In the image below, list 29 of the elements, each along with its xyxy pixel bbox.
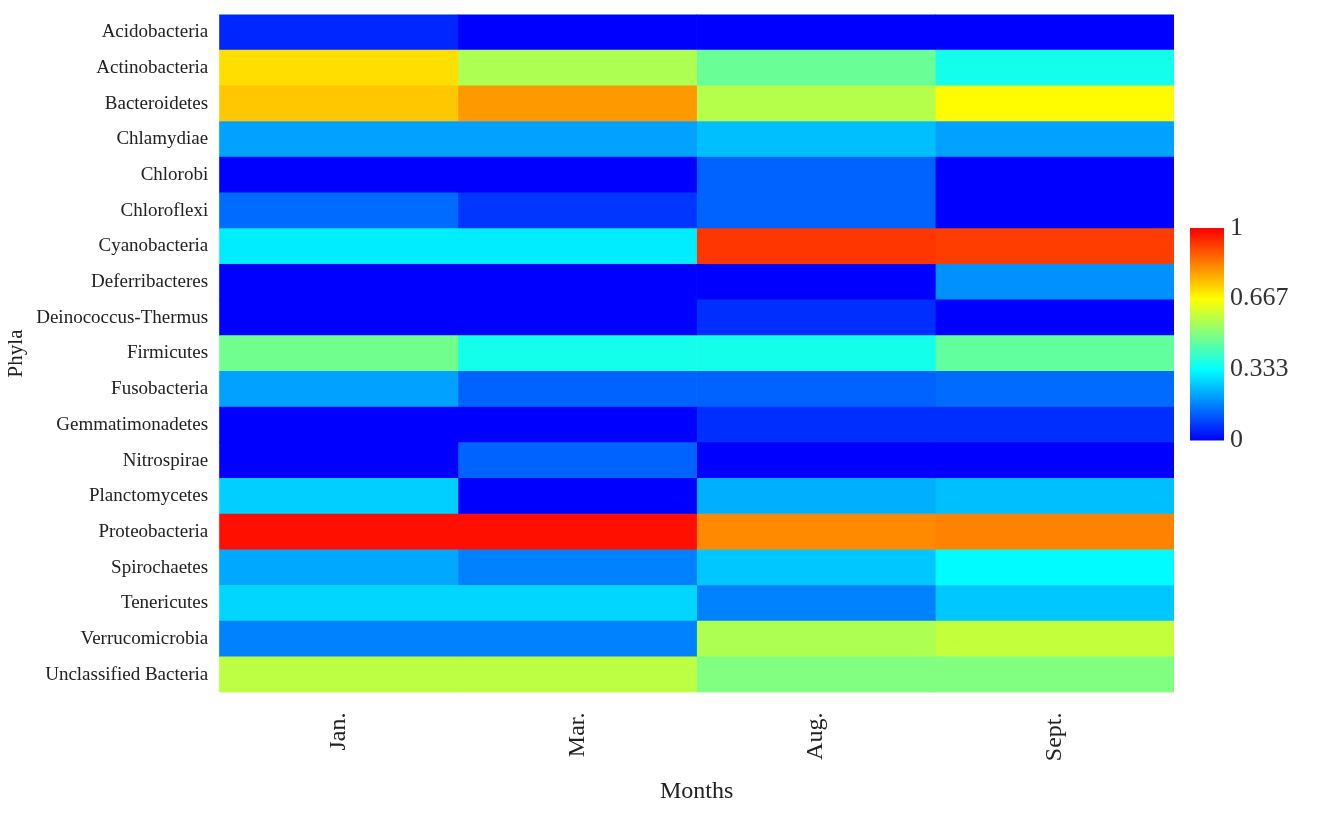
color-bar-label: 0.333: [1230, 353, 1289, 383]
y-tick-label: Spirochaetes: [111, 555, 209, 577]
color-bar-label: 0.667: [1230, 282, 1289, 312]
y-tick-label: Tenericutes: [120, 591, 209, 613]
y-tick-label: Actinobacteria: [96, 55, 209, 77]
x-tick-label: Mar.: [562, 712, 589, 758]
color-bar-label: 1: [1230, 211, 1243, 241]
y-tick-label: Nitrospirae: [122, 448, 209, 470]
color-bar-label: 0: [1230, 423, 1243, 453]
y-tick-label: Fusobacteria: [111, 377, 209, 399]
x-tick-label: Jan.: [323, 712, 350, 751]
x-tick-label: Sept.: [1039, 712, 1066, 762]
y-tick-label: Chloroflexi: [120, 198, 209, 220]
y-tick-label: Chlamydiae: [116, 127, 209, 149]
y-tick-label: Deinococcus-Thermus: [36, 305, 209, 327]
y-tick-label: Cyanobacteria: [98, 234, 209, 256]
y-axis-title: Phyla: [3, 328, 28, 378]
y-tick-label: Acidobacteria: [101, 20, 209, 42]
y-tick-label: Planctomycetes: [88, 484, 209, 506]
y-tick-label: Gemmatimonadetes: [56, 412, 209, 434]
x-axis-title: Months: [659, 776, 734, 803]
y-tick-label: Verrucomicrobia: [80, 626, 209, 648]
y-tick-label: Chlorobi: [140, 162, 209, 184]
y-tick-label: Deferribacteres: [91, 270, 209, 292]
y-tick-label: Firmicutes: [126, 341, 209, 363]
y-tick-label: Bacteroidetes: [104, 91, 209, 113]
y-tick-label: Unclassified Bacteria: [45, 662, 209, 684]
y-tick-label: Proteobacteria: [98, 519, 209, 541]
x-tick-label: Aug.: [801, 712, 828, 760]
